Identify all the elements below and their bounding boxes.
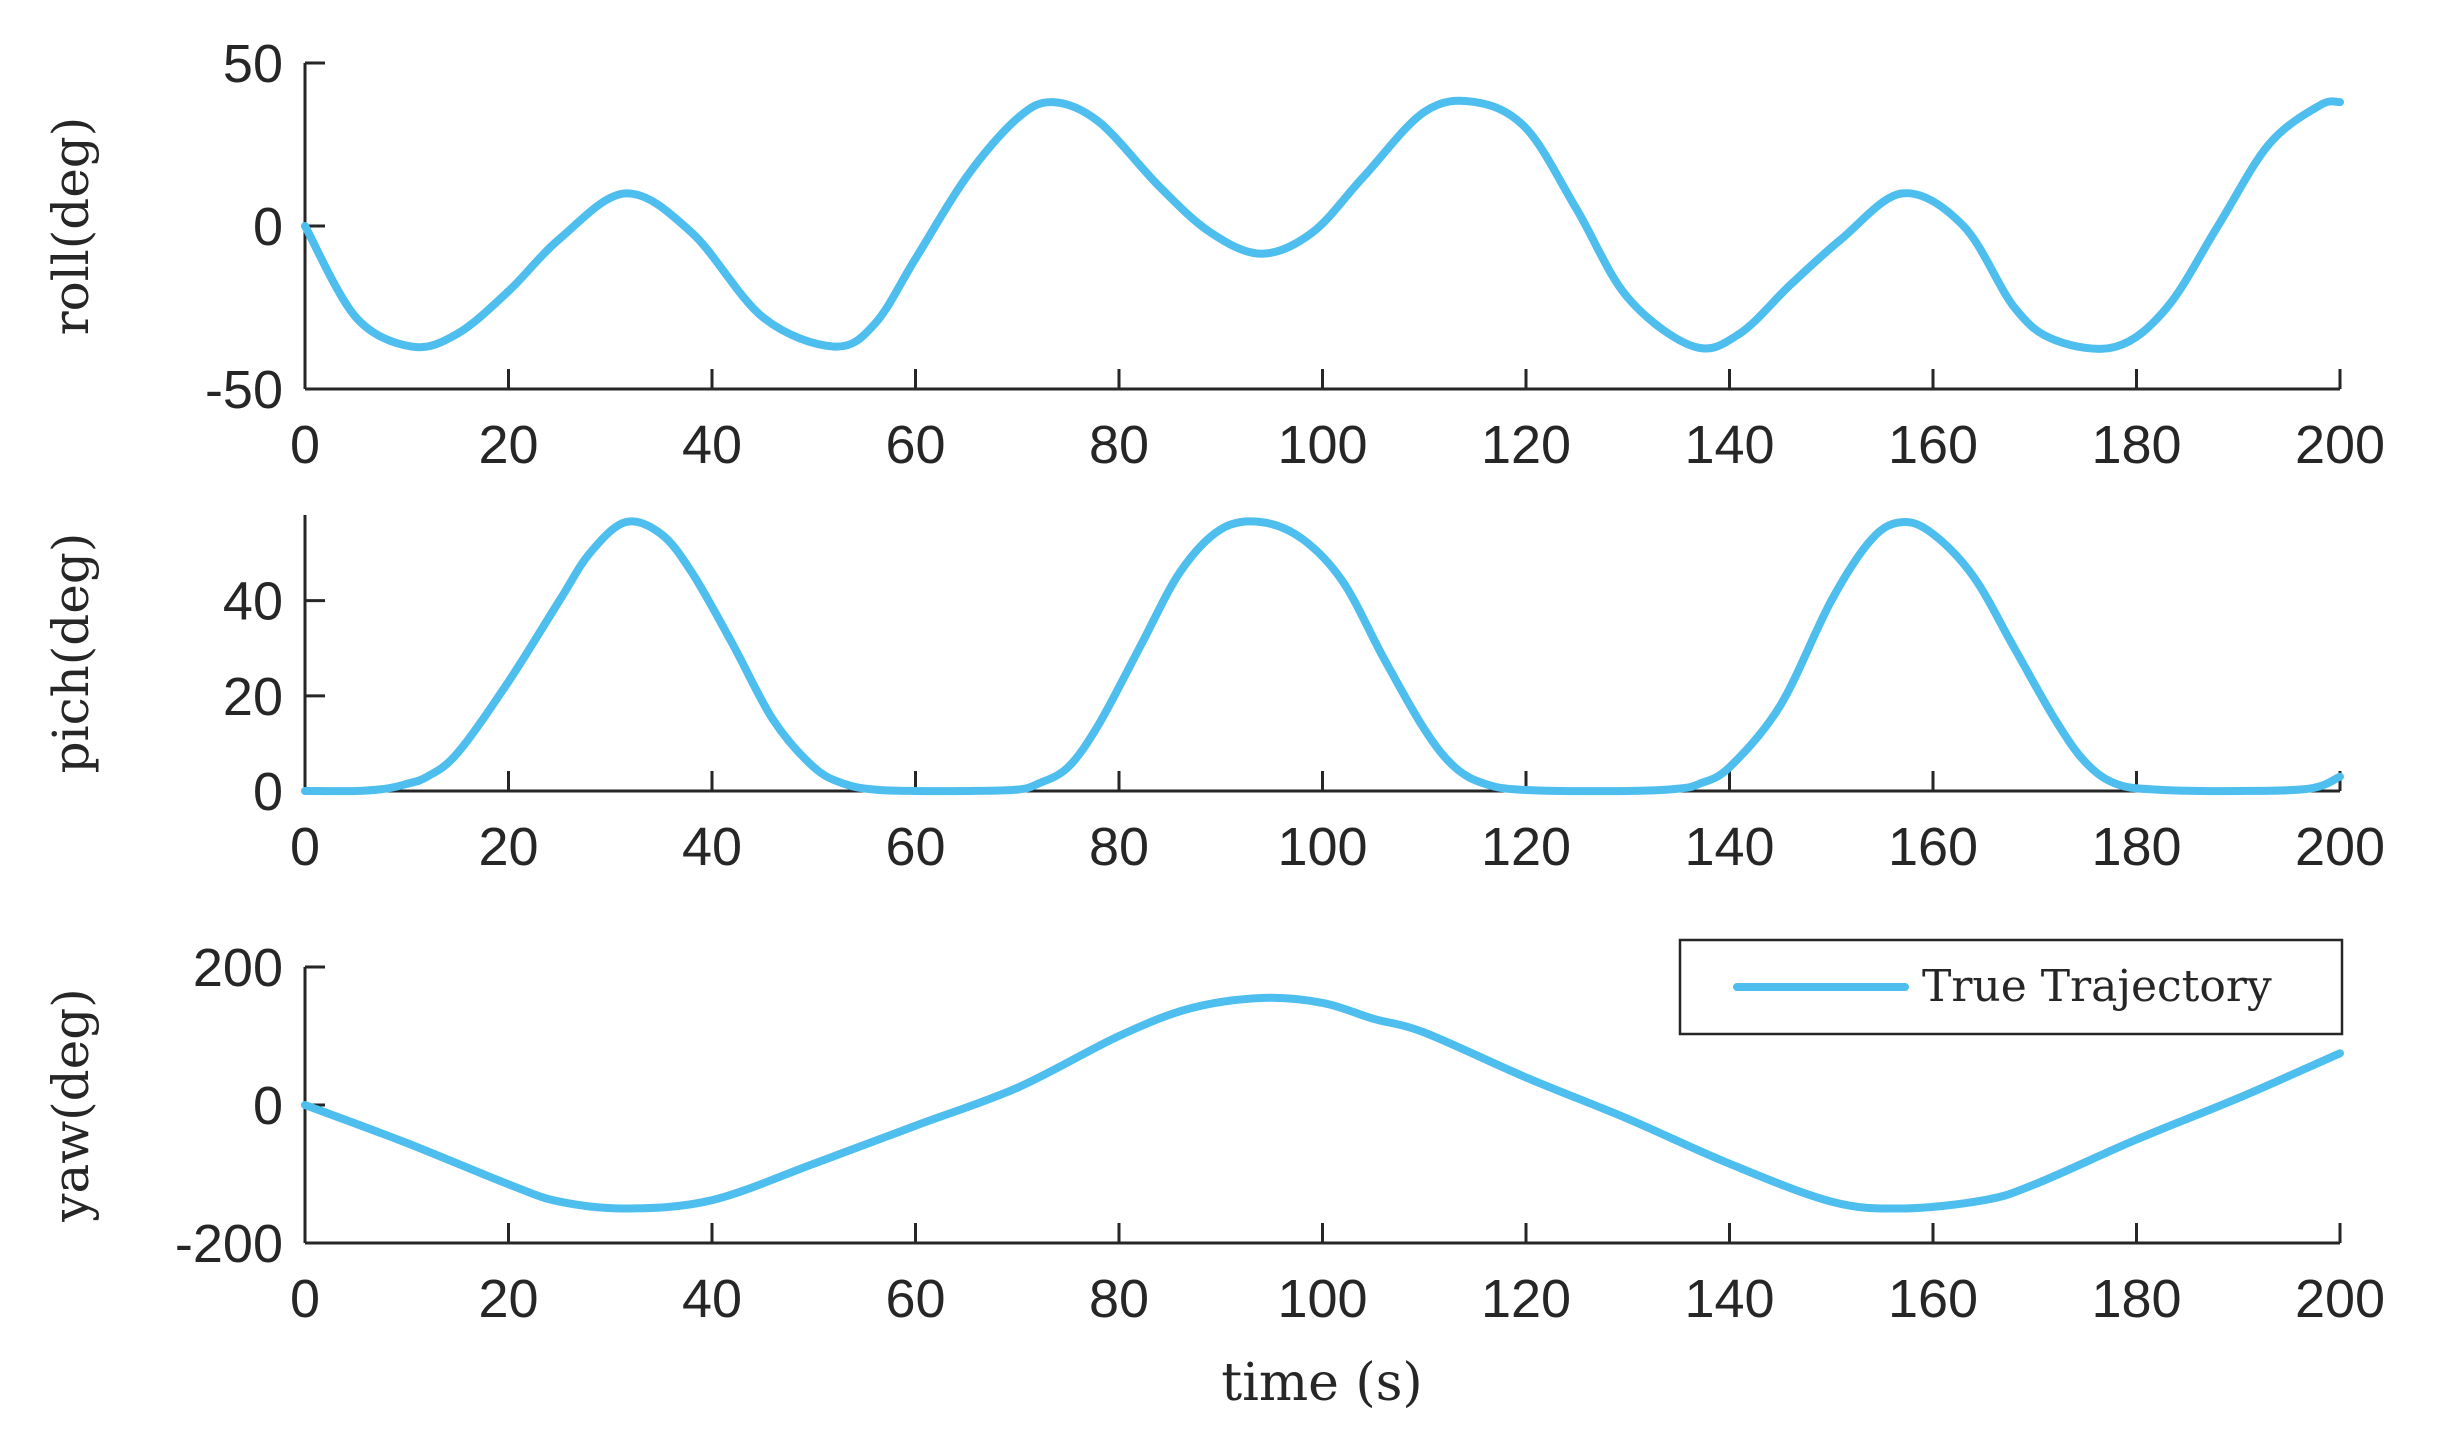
yaw-ytick-label: 200 xyxy=(193,938,283,998)
roll-xtick-label: 80 xyxy=(1089,415,1149,475)
yaw-xtick-label: 100 xyxy=(1277,1269,1367,1329)
yaw-xtick-label: 140 xyxy=(1684,1269,1774,1329)
roll-xtick-label: 120 xyxy=(1481,415,1571,475)
pich-ytick-label: 20 xyxy=(223,667,283,727)
roll-series-line xyxy=(301,96,2344,353)
pich-series-line xyxy=(301,517,2344,796)
roll-xtick-label: 140 xyxy=(1684,415,1774,475)
roll-xtick-label: 160 xyxy=(1888,415,1978,475)
pich-xtick-label: 60 xyxy=(885,817,945,877)
yaw-xtick-label: 60 xyxy=(885,1269,945,1329)
roll-ylabel: roll(deg) xyxy=(42,117,100,336)
legend: True Trajectory xyxy=(1678,938,2344,1036)
yaw-xtick-label: 200 xyxy=(2295,1269,2385,1329)
roll-xtick-label: 20 xyxy=(478,415,538,475)
roll-xtick-label: 60 xyxy=(885,415,945,475)
roll-ytick-label: -50 xyxy=(205,360,283,420)
yaw-series-line xyxy=(301,993,2344,1213)
pich-xtick-label: 140 xyxy=(1684,817,1774,877)
roll-xtick-label: 180 xyxy=(2091,415,2181,475)
roll-xtick-label: 100 xyxy=(1277,415,1367,475)
pich-ytick-label: 0 xyxy=(253,762,283,822)
yaw-xtick-label: 120 xyxy=(1481,1269,1571,1329)
yaw-xtick-label: 40 xyxy=(682,1269,742,1329)
yaw-xtick-label: 0 xyxy=(290,1269,320,1329)
roll-xtick-label: 0 xyxy=(290,415,320,475)
pich-xtick-label: 40 xyxy=(682,817,742,877)
pich-xtick-label: 0 xyxy=(290,817,320,877)
roll-xtick-label: 40 xyxy=(682,415,742,475)
yaw-xlabel: time (s) xyxy=(1221,1353,1422,1413)
pich-xtick-label: 100 xyxy=(1277,817,1367,877)
legend-label: True Trajectory xyxy=(1922,961,2272,1012)
yaw-ylabel: yaw(deg) xyxy=(42,988,100,1222)
pich-ytick-label: 40 xyxy=(223,572,283,632)
yaw-xtick-label: 160 xyxy=(1888,1269,1978,1329)
pich-xtick-label: 180 xyxy=(2091,817,2181,877)
yaw-axes: yaw(deg) time (s) xyxy=(42,967,2340,1413)
pich-xtick-label: 80 xyxy=(1089,817,1149,877)
pich-ylabel: pich(deg) xyxy=(42,533,100,774)
pich-xtick-label: 200 xyxy=(2295,817,2385,877)
pich-xtick-label: 20 xyxy=(478,817,538,877)
roll-ytick-label: 50 xyxy=(223,34,283,94)
series-layer xyxy=(301,96,2344,1213)
yaw-xtick-label: 80 xyxy=(1089,1269,1149,1329)
legend-box xyxy=(1678,938,2344,1036)
roll-xtick-label: 200 xyxy=(2295,415,2385,475)
roll-ytick-label: 0 xyxy=(253,197,283,257)
pich-xtick-label: 120 xyxy=(1481,817,1571,877)
yaw-ytick-label: -200 xyxy=(175,1214,283,1274)
yaw-xtick-label: 180 xyxy=(2091,1269,2181,1329)
roll-axes: roll(deg) xyxy=(42,63,2340,391)
pich-xtick-label: 160 xyxy=(1888,817,1978,877)
yaw-ytick-label: 0 xyxy=(253,1076,283,1136)
yaw-xtick-label: 20 xyxy=(478,1269,538,1329)
